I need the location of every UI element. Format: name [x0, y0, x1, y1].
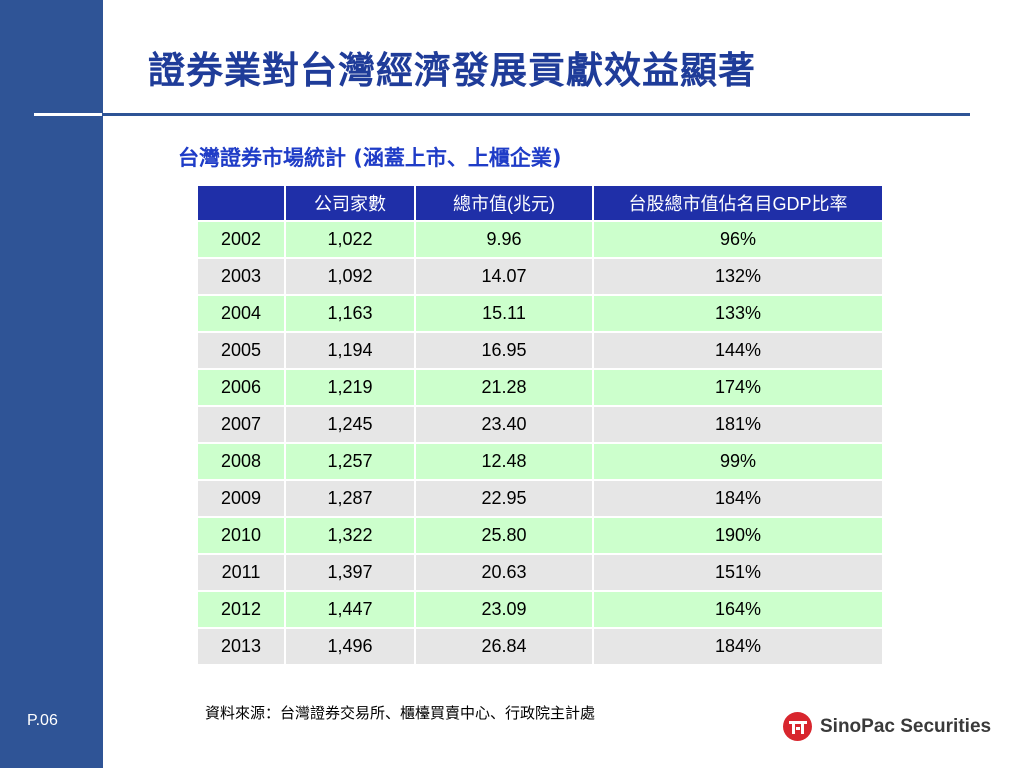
cell-market-cap: 26.84 — [416, 629, 592, 664]
cell-gdp-ratio: 181% — [594, 407, 882, 442]
table-row: 2007 1,245 23.40 181% — [198, 407, 882, 442]
header-cell-companies: 公司家數 — [286, 186, 414, 220]
cell-gdp-ratio: 184% — [594, 629, 882, 664]
cell-companies: 1,194 — [286, 333, 414, 368]
table-row: 2008 1,257 12.48 99% — [198, 444, 882, 479]
page-number: P.06 — [27, 712, 58, 729]
table-row: 2006 1,219 21.28 174% — [198, 370, 882, 405]
cell-companies: 1,322 — [286, 518, 414, 553]
sinopac-logo: SinoPac Securities — [783, 712, 991, 741]
header-cell-market-cap: 總市值(兆元) — [416, 186, 592, 220]
slide-title: 證券業對台灣經濟發展貢獻效益顯著 — [148, 49, 756, 92]
cell-companies: 1,022 — [286, 222, 414, 257]
cell-gdp-ratio: 133% — [594, 296, 882, 331]
cell-gdp-ratio: 184% — [594, 481, 882, 516]
cell-year: 2005 — [198, 333, 284, 368]
table-row: 2009 1,287 22.95 184% — [198, 481, 882, 516]
table-row: 2005 1,194 16.95 144% — [198, 333, 882, 368]
cell-market-cap: 15.11 — [416, 296, 592, 331]
cell-companies: 1,245 — [286, 407, 414, 442]
cell-gdp-ratio: 132% — [594, 259, 882, 294]
cell-year: 2004 — [198, 296, 284, 331]
cell-gdp-ratio: 144% — [594, 333, 882, 368]
header-cell-gdp-ratio: 台股總市值佔名目GDP比率 — [594, 186, 882, 220]
cell-companies: 1,219 — [286, 370, 414, 405]
header-cell-year — [198, 186, 284, 220]
cell-market-cap: 9.96 — [416, 222, 592, 257]
cell-companies: 1,287 — [286, 481, 414, 516]
table-caption: 台灣證券市場統計 (涵蓋上市、上櫃企業) — [178, 146, 562, 170]
cell-gdp-ratio: 174% — [594, 370, 882, 405]
table-row: 2002 1,022 9.96 96% — [198, 222, 882, 257]
cell-year: 2010 — [198, 518, 284, 553]
table-row: 2003 1,092 14.07 132% — [198, 259, 882, 294]
securities-stats-table: 公司家數 總市值(兆元) 台股總市值佔名目GDP比率 2002 1,022 9.96… — [196, 184, 884, 666]
cell-market-cap: 25.80 — [416, 518, 592, 553]
cell-gdp-ratio: 190% — [594, 518, 882, 553]
cell-year: 2007 — [198, 407, 284, 442]
cell-companies: 1,257 — [286, 444, 414, 479]
cell-year: 2009 — [198, 481, 284, 516]
cell-market-cap: 21.28 — [416, 370, 592, 405]
logo-text: SinoPac Securities — [820, 715, 992, 737]
cell-year: 2002 — [198, 222, 284, 257]
cell-market-cap: 16.95 — [416, 333, 592, 368]
cell-year: 2011 — [198, 555, 284, 590]
cell-year: 2008 — [198, 444, 284, 479]
table-row: 2010 1,322 25.80 190% — [198, 518, 882, 553]
cell-market-cap: 20.63 — [416, 555, 592, 590]
sidebar-accent-line — [34, 113, 102, 116]
cell-gdp-ratio: 96% — [594, 222, 882, 257]
source-note: 資料來源：台灣證券交易所、櫃檯買賣中心、行政院主計處 — [205, 704, 596, 722]
table-row: 2011 1,397 20.63 151% — [198, 555, 882, 590]
cell-year: 2013 — [198, 629, 284, 664]
cell-market-cap: 23.09 — [416, 592, 592, 627]
sinopac-logo-icon — [783, 712, 812, 741]
cell-companies: 1,397 — [286, 555, 414, 590]
table-body: 2002 1,022 9.96 96% 2003 1,092 14.07 132% 2004 1,… — [198, 222, 882, 664]
cell-companies: 1,496 — [286, 629, 414, 664]
cell-gdp-ratio: 164% — [594, 592, 882, 627]
cell-gdp-ratio: 151% — [594, 555, 882, 590]
cell-gdp-ratio: 99% — [594, 444, 882, 479]
table-row: 2013 1,496 26.84 184% — [198, 629, 882, 664]
cell-companies: 1,447 — [286, 592, 414, 627]
cell-year: 2006 — [198, 370, 284, 405]
cell-companies: 1,163 — [286, 296, 414, 331]
cell-companies: 1,092 — [286, 259, 414, 294]
left-sidebar-bar — [0, 0, 103, 768]
table-row: 2004 1,163 15.11 133% — [198, 296, 882, 331]
cell-year: 2003 — [198, 259, 284, 294]
cell-year: 2012 — [198, 592, 284, 627]
cell-market-cap: 23.40 — [416, 407, 592, 442]
table-header-row: 公司家數 總市值(兆元) 台股總市值佔名目GDP比率 — [198, 186, 882, 220]
cell-market-cap: 14.07 — [416, 259, 592, 294]
table-row: 2012 1,447 23.09 164% — [198, 592, 882, 627]
cell-market-cap: 22.95 — [416, 481, 592, 516]
title-underline — [103, 113, 970, 116]
cell-market-cap: 12.48 — [416, 444, 592, 479]
